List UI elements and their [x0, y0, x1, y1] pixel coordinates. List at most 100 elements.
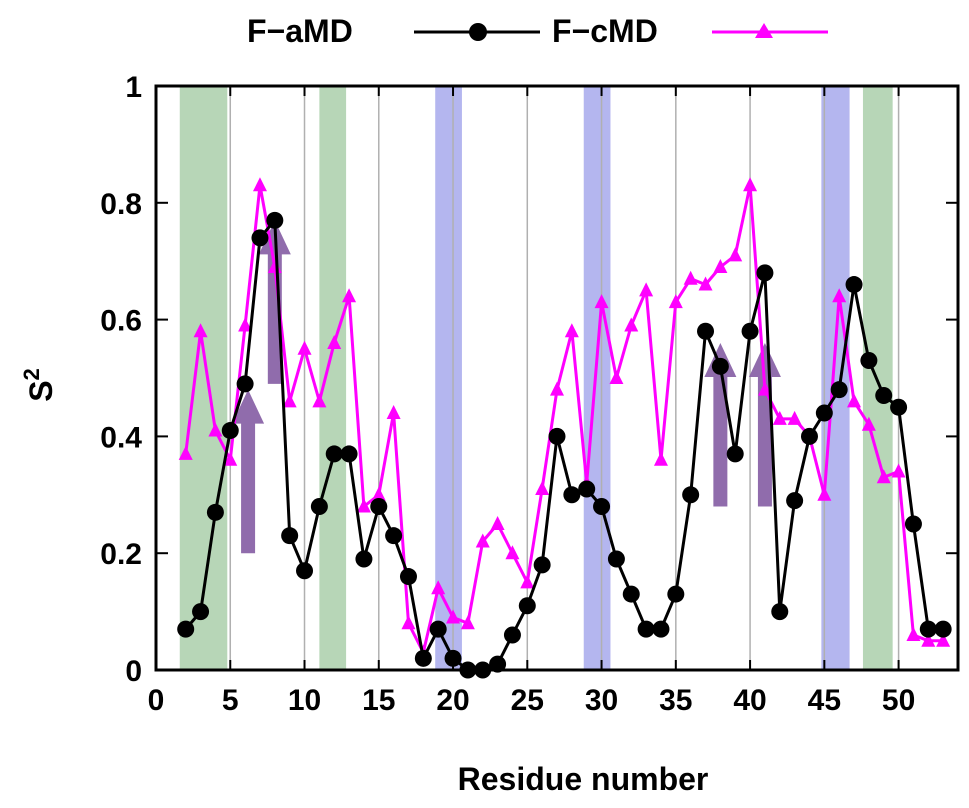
- point-0-43: [815, 404, 833, 422]
- point-0-0: [177, 620, 195, 638]
- highlight-arrow-0: [232, 389, 265, 554]
- series-line-1: [184, 183, 944, 654]
- point-0-15: [399, 568, 417, 586]
- highlight-arrow-2: [704, 342, 737, 507]
- point-1-13: [371, 486, 386, 501]
- point-0-49: [904, 515, 922, 533]
- point-1-11: [342, 288, 357, 303]
- point-0-46: [860, 351, 878, 369]
- point-0-50: [919, 620, 937, 638]
- plot-frame: [154, 84, 960, 672]
- point-0-18: [444, 649, 462, 667]
- point-0-27: [578, 480, 596, 498]
- point-1-14: [386, 405, 401, 420]
- point-0-42: [800, 427, 818, 445]
- band-3: [583, 86, 611, 670]
- point-0-21: [489, 655, 507, 673]
- y-tick-label-0.4: 0.4: [100, 421, 142, 454]
- point-1-38: [743, 177, 758, 192]
- point-1-17: [431, 580, 446, 595]
- point-0-10: [325, 445, 343, 463]
- point-1-49: [906, 626, 921, 641]
- point-1-0: [178, 445, 193, 460]
- point-0-1: [192, 603, 210, 621]
- point-1-51: [936, 632, 951, 647]
- point-1-34: [683, 270, 698, 285]
- point-1-8: [297, 340, 312, 355]
- series-line-0: [184, 218, 944, 672]
- point-1-12: [356, 498, 371, 513]
- band-1: [319, 86, 347, 670]
- point-1-39: [757, 381, 772, 396]
- point-1-36: [713, 259, 728, 274]
- point-1-50: [921, 632, 936, 647]
- point-1-43: [817, 486, 832, 501]
- point-0-22: [503, 626, 521, 644]
- point-0-12: [355, 550, 373, 568]
- x-tick-label-30: 30: [585, 684, 618, 717]
- point-0-23: [518, 597, 536, 615]
- highlight-arrows: [232, 220, 781, 554]
- svg-text:S2: S2: [19, 368, 59, 402]
- y-axis-label: S2: [19, 368, 59, 402]
- series-0: [177, 211, 952, 679]
- point-0-31: [637, 620, 655, 638]
- point-1-48: [891, 463, 906, 478]
- point-0-11: [340, 445, 358, 463]
- point-0-44: [830, 381, 848, 399]
- band-0: [179, 86, 228, 670]
- y-tick-label-0.6: 0.6: [100, 305, 142, 338]
- point-0-8: [296, 562, 314, 580]
- point-0-34: [682, 486, 700, 504]
- point-0-6: [266, 211, 284, 229]
- point-0-32: [652, 620, 670, 638]
- point-1-3: [223, 451, 238, 466]
- point-1-4: [238, 317, 253, 332]
- point-0-9: [310, 497, 328, 515]
- point-1-33: [668, 294, 683, 309]
- point-0-3: [221, 422, 239, 440]
- legend-marker-f-amd: [469, 23, 487, 41]
- point-0-48: [890, 398, 908, 416]
- point-1-28: [594, 294, 609, 309]
- y-tick-label-0: 0: [125, 655, 142, 688]
- y-tick-label-0.2: 0.2: [100, 538, 142, 571]
- point-0-4: [236, 375, 254, 393]
- x-tick-label-40: 40: [733, 684, 766, 717]
- point-1-22: [505, 545, 520, 560]
- point-1-10: [327, 334, 342, 349]
- point-1-41: [787, 410, 802, 425]
- point-1-1: [193, 323, 208, 338]
- x-tick-label-0: 0: [148, 684, 165, 717]
- point-1-9: [312, 393, 327, 408]
- highlight-arrow-1: [258, 220, 291, 384]
- point-0-13: [370, 497, 388, 515]
- point-0-25: [548, 427, 566, 445]
- point-0-24: [533, 556, 551, 574]
- legend: F−aMD F−cMD: [247, 13, 828, 49]
- data-series: [177, 177, 952, 679]
- point-0-26: [563, 486, 581, 504]
- point-1-45: [847, 393, 862, 408]
- x-tick-label-45: 45: [808, 684, 841, 717]
- point-0-36: [711, 357, 729, 375]
- point-1-2: [208, 422, 223, 437]
- x-tick-label-25: 25: [511, 684, 544, 717]
- point-1-37: [728, 247, 743, 262]
- point-0-5: [251, 229, 269, 247]
- point-0-35: [697, 322, 715, 340]
- band-2: [435, 86, 462, 670]
- point-1-20: [475, 533, 490, 548]
- x-tick-label-20: 20: [436, 684, 469, 717]
- point-0-38: [741, 322, 759, 340]
- point-1-18: [446, 609, 461, 624]
- point-0-37: [726, 445, 744, 463]
- x-tick-label-5: 5: [222, 684, 239, 717]
- point-1-7: [282, 393, 297, 408]
- point-1-44: [832, 288, 847, 303]
- point-0-47: [875, 387, 893, 405]
- point-1-23: [520, 574, 535, 589]
- y-tick-label-0.8: 0.8: [100, 188, 142, 221]
- y-axis-label-base: S: [23, 380, 59, 401]
